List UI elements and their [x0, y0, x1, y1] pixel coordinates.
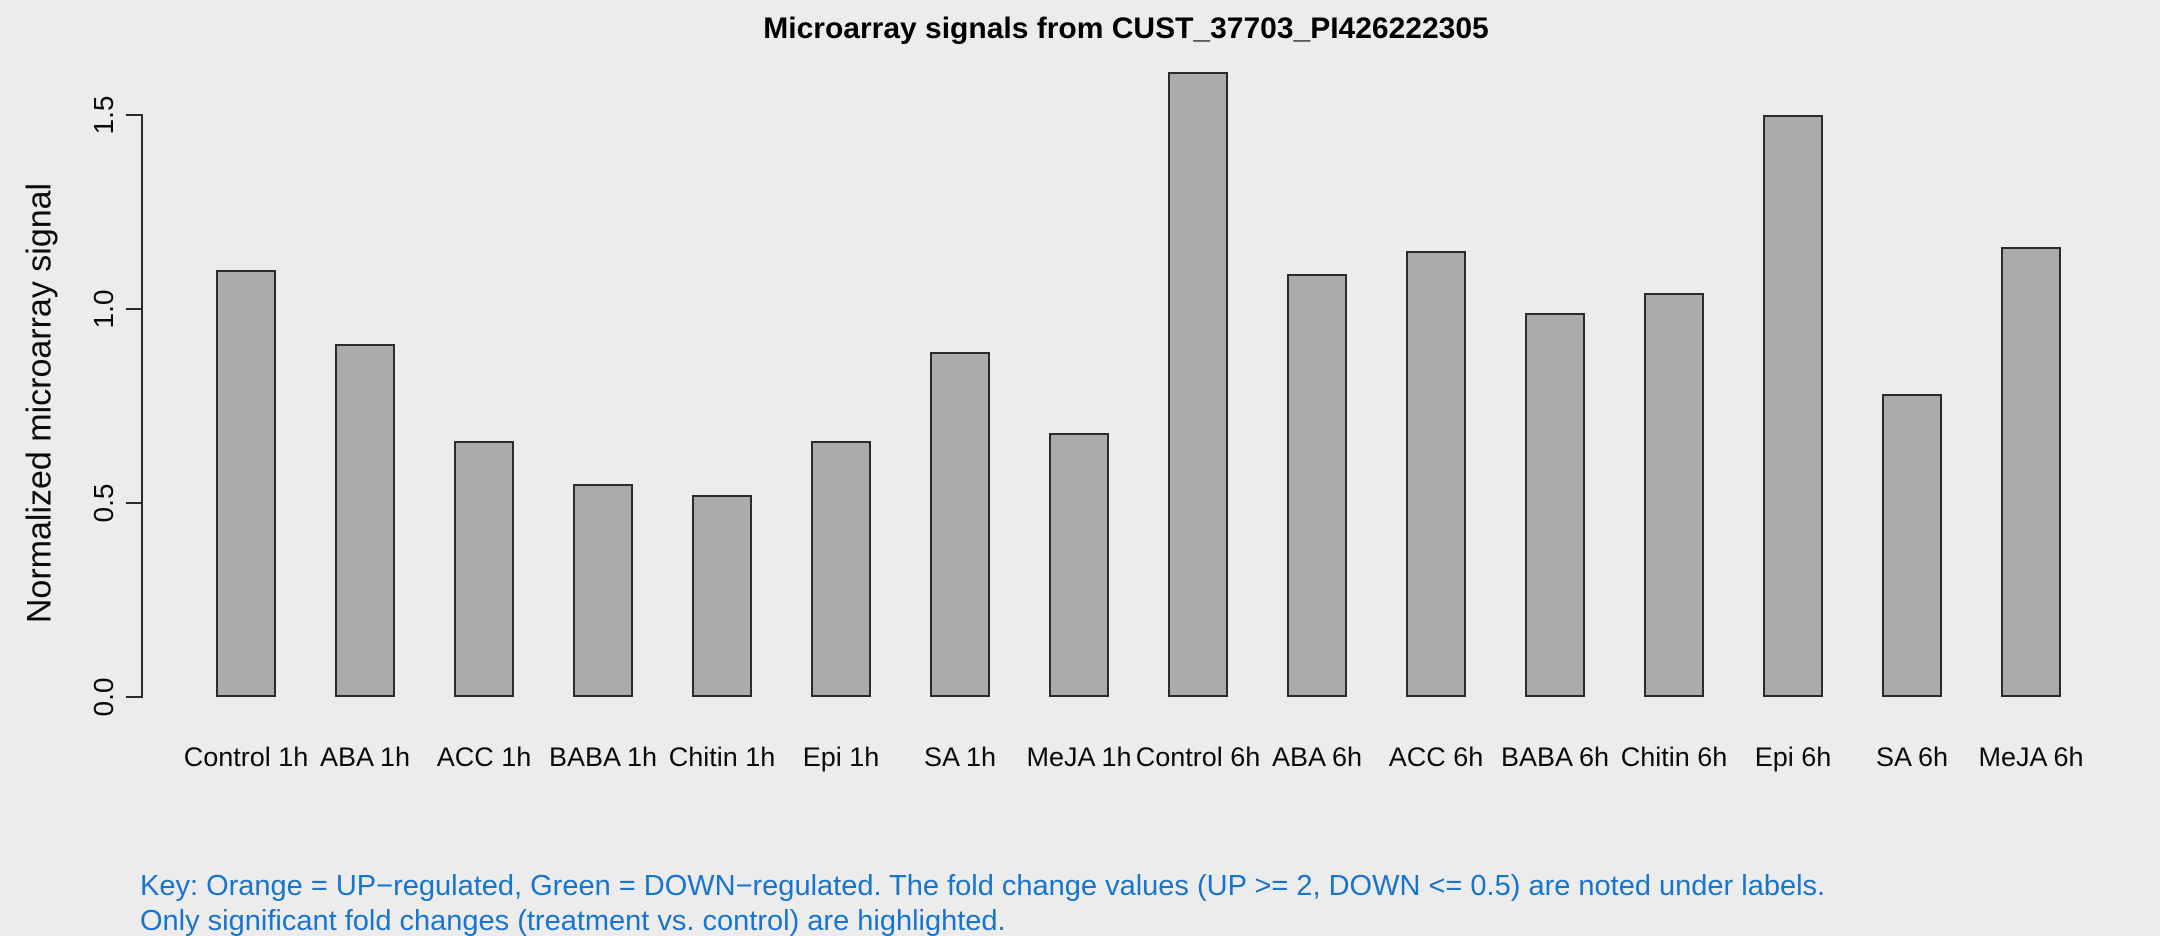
bar-acc-6h	[1406, 251, 1466, 697]
bar-sa-6h	[1882, 394, 1942, 697]
bar-sa-1h	[930, 352, 990, 697]
bar-baba-1h	[573, 484, 633, 697]
x-label-chitin-6h: Chitin 6h	[1620, 742, 1728, 772]
y-tick-label: 0.0	[88, 677, 119, 717]
bar-aba-1h	[335, 344, 395, 697]
bar-chitin-6h	[1644, 293, 1704, 697]
y-tick-mark	[126, 114, 142, 116]
y-tick-label: 0.5	[88, 483, 119, 523]
x-label-aba-1h: ABA 1h	[319, 742, 411, 772]
bar-meja-6h	[2001, 247, 2061, 697]
x-label-aba-6h: ABA 6h	[1271, 742, 1363, 772]
x-label-acc-1h: ACC 1h	[436, 742, 532, 772]
bar-epi-1h	[811, 441, 871, 697]
x-label-control-6h: Control 6h	[1135, 742, 1261, 772]
x-label-baba-1h: BABA 1h	[548, 742, 658, 772]
key-text-line-2: Only significant fold changes (treatment…	[140, 905, 1006, 936]
x-label-epi-6h: Epi 6h	[1754, 742, 1832, 772]
x-label-sa-1h: SA 1h	[923, 742, 997, 772]
chart-title: Microarray signals from CUST_37703_PI426…	[763, 12, 1489, 45]
bar-chitin-1h	[692, 495, 752, 697]
y-tick-label: 1.0	[88, 289, 119, 329]
key-text-line-1: Key: Orange = UP−regulated, Green = DOWN…	[140, 870, 1826, 902]
y-tick-label: 1.5	[88, 95, 119, 135]
bar-control-6h	[1168, 72, 1228, 697]
y-axis-line	[141, 114, 143, 698]
x-label-epi-1h: Epi 1h	[802, 742, 880, 772]
x-label-sa-6h: SA 6h	[1875, 742, 1949, 772]
bar-control-1h	[216, 270, 276, 697]
bar-baba-6h	[1525, 313, 1585, 697]
y-tick-mark	[126, 502, 142, 504]
x-label-chitin-1h: Chitin 1h	[668, 742, 776, 772]
x-label-meja-1h: MeJA 1h	[1026, 742, 1132, 772]
y-tick-mark	[126, 696, 142, 698]
x-label-baba-6h: BABA 6h	[1500, 742, 1610, 772]
bar-acc-1h	[454, 441, 514, 697]
x-label-control-1h: Control 1h	[183, 742, 309, 772]
bar-aba-6h	[1287, 274, 1347, 697]
x-label-meja-6h: MeJA 6h	[1978, 742, 2084, 772]
bar-epi-6h	[1763, 115, 1823, 697]
y-tick-mark	[126, 308, 142, 310]
x-label-acc-6h: ACC 6h	[1388, 742, 1484, 772]
bar-meja-1h	[1049, 433, 1109, 697]
y-axis-label: Normalized microarray signal	[20, 182, 59, 624]
